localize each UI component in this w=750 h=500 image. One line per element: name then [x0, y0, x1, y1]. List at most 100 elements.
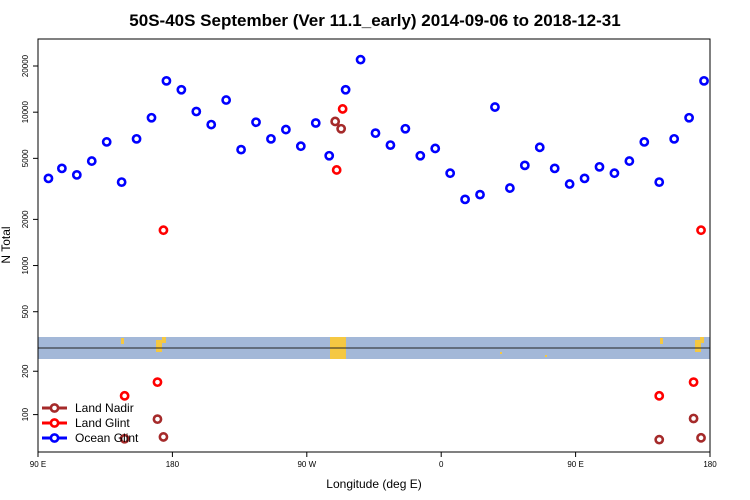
land-shape — [121, 338, 124, 344]
legend-marker — [49, 418, 60, 428]
land-nadir-point — [152, 414, 163, 425]
ocean-glint-point — [654, 177, 665, 188]
land-glint-point — [696, 225, 706, 236]
legend-label: Land Glint — [75, 416, 130, 430]
ocean-glint-point — [699, 75, 709, 86]
ocean-glint-point — [415, 150, 426, 161]
y-tick-label: 100 — [21, 407, 30, 421]
y-tick-label: 200 — [21, 364, 30, 378]
ocean-glint-point — [684, 112, 694, 123]
land-nadir-point — [696, 432, 706, 443]
land-shape — [162, 337, 166, 343]
y-tick-label: 5000 — [21, 149, 30, 167]
ocean-glint-point — [176, 84, 187, 95]
y-tick-label: 10000 — [21, 101, 30, 124]
ocean-glint-point — [430, 143, 441, 154]
ocean-glint-point — [624, 156, 635, 166]
map-band — [38, 337, 710, 359]
ocean-glint-point — [71, 169, 82, 180]
legend-item-land-nadir: Land Nadir — [42, 401, 134, 415]
x-tick-label: 90 W — [297, 460, 316, 469]
data-points — [43, 54, 709, 445]
legend-item-land-glint: Land Glint — [42, 416, 130, 430]
ocean-glint-point — [221, 95, 232, 105]
x-axis-label: Longitude (deg E) — [326, 477, 421, 491]
ocean-glint-point — [324, 150, 335, 161]
land-glint-point — [337, 104, 348, 114]
ocean-glint-point — [385, 140, 396, 151]
x-tick-label: 90 E — [30, 460, 46, 469]
land-glint-point — [158, 225, 169, 236]
land-shape — [660, 338, 663, 344]
ocean-glint-point — [504, 183, 515, 193]
ocean-glint-point — [400, 123, 411, 134]
land-shape — [700, 337, 704, 343]
land-shape — [156, 340, 162, 352]
ocean-glint-point — [564, 179, 575, 189]
ocean-glint-point — [161, 75, 172, 86]
land-shape — [500, 352, 502, 354]
x-axis-ticks: 90 E 180 90 W 0 90 E 180 — [30, 452, 717, 469]
ocean-glint-point — [579, 173, 590, 184]
ocean-glint-point — [236, 144, 246, 155]
land-nadir-point — [330, 116, 341, 127]
y-tick-label: 500 — [21, 304, 30, 318]
ocean-glint-point — [116, 177, 127, 188]
land-glint-point — [331, 165, 342, 175]
legend-marker — [49, 433, 60, 443]
ocean-glint-point — [191, 106, 202, 117]
ocean-glint-point — [519, 160, 530, 171]
chart-title: 50S-40S September (Ver 11.1_early) 2014-… — [129, 11, 620, 30]
y-axis-label: N Total — [0, 226, 13, 263]
land-shape — [695, 340, 701, 352]
y-tick-label: 2000 — [21, 210, 30, 228]
ocean-glint-point — [280, 124, 291, 135]
plot-frame — [37, 38, 711, 453]
ocean-glint-point — [86, 156, 97, 166]
y-tick-label: 1000 — [21, 256, 30, 274]
ocean-glint-point — [669, 133, 680, 144]
ocean-glint-point — [251, 117, 261, 128]
ocean-glint-point — [460, 194, 470, 205]
land-glint-point — [119, 390, 130, 401]
ocean-glint-point — [475, 189, 485, 200]
land-nadir-point — [119, 433, 130, 444]
ocean-glint-point — [340, 84, 351, 95]
legend-label: Ocean Glint — [75, 431, 139, 445]
ocean-glint-point — [131, 133, 142, 144]
land-glint-point — [152, 377, 163, 388]
ocean-glint-point — [445, 168, 456, 179]
x-tick-label: 180 — [703, 460, 717, 469]
land-shape — [545, 355, 547, 357]
ocean-glint-point — [146, 112, 157, 123]
land-nadir-point — [336, 123, 347, 134]
land-nadir-point — [158, 432, 169, 442]
ocean-glint-point — [609, 168, 620, 179]
legend-marker — [49, 403, 60, 413]
ocean-glint-point — [56, 163, 67, 174]
x-tick-label: 0 — [439, 460, 444, 469]
y-axis-ticks: 100 200 500 1000 2000 5000 10000 20000 — [21, 54, 38, 421]
y-tick-label: 20000 — [21, 54, 30, 77]
ocean-glint-point — [490, 102, 500, 112]
land-glint-point — [688, 377, 699, 388]
ocean-glint-point — [206, 119, 217, 130]
ocean-glint-point — [43, 173, 54, 184]
land-nadir-point — [688, 413, 699, 424]
x-tick-label: 180 — [166, 460, 180, 469]
ocean-glint-point — [549, 163, 560, 174]
ocean-glint-point — [310, 118, 321, 128]
ocean-glint-point — [370, 128, 381, 139]
x-tick-label: 90 E — [567, 460, 583, 469]
land-glint-point — [654, 390, 665, 401]
ocean-glint-point — [594, 161, 605, 172]
land-nadir-point — [654, 434, 665, 445]
ocean-glint-point — [295, 141, 306, 152]
ocean-glint-point — [639, 137, 650, 147]
ocean-glint-point — [266, 133, 276, 144]
ocean-glint-point — [355, 54, 366, 65]
ocean-glint-point — [101, 137, 112, 147]
legend-item-ocean-glint: Ocean Glint — [42, 431, 139, 445]
